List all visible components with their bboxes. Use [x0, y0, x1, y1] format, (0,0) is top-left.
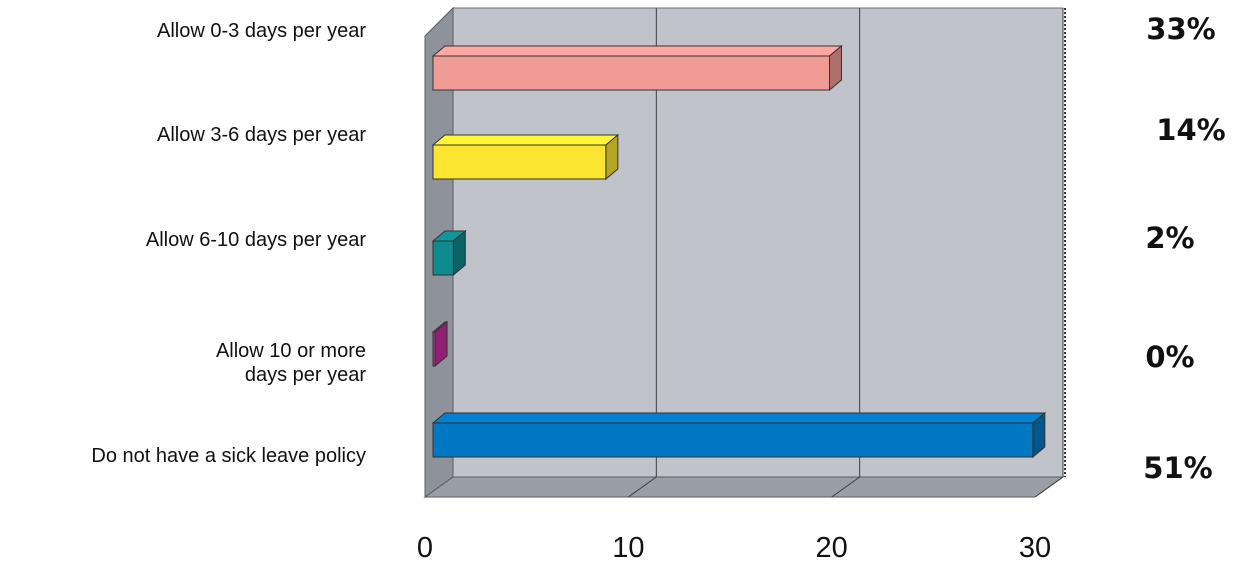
value-label: 14%	[1156, 113, 1226, 147]
category-label: Allow 3-6 days per year	[157, 124, 366, 146]
bar	[432, 331, 436, 367]
bar-top	[431, 45, 843, 57]
gridline-floor	[1034, 476, 1064, 498]
value-label: 0%	[1145, 340, 1195, 374]
bar	[432, 422, 1034, 458]
floor	[423, 476, 1065, 498]
bar-top	[431, 134, 620, 146]
bar-top	[431, 412, 1047, 424]
category-label: Allow 6-10 days per year	[145, 229, 366, 251]
x-tick-label: 20	[816, 532, 848, 564]
gridline-floor	[831, 476, 860, 498]
x-tick-label: 0	[417, 532, 433, 564]
value-label: 2%	[1145, 221, 1195, 255]
category-label: Allow 10 or more days per year	[215, 340, 366, 386]
category-label: Allow 0-3 days per year	[157, 20, 366, 42]
bar	[432, 144, 607, 180]
gridline-floor	[628, 476, 657, 498]
x-tick-label: 10	[612, 532, 644, 564]
bar	[432, 240, 454, 276]
value-label: 33%	[1146, 12, 1216, 46]
x-tick-label: 30	[1019, 532, 1051, 564]
category-label: Do not have a sick leave policy	[91, 445, 366, 467]
bar	[432, 55, 830, 91]
value-label: 51%	[1143, 451, 1213, 485]
